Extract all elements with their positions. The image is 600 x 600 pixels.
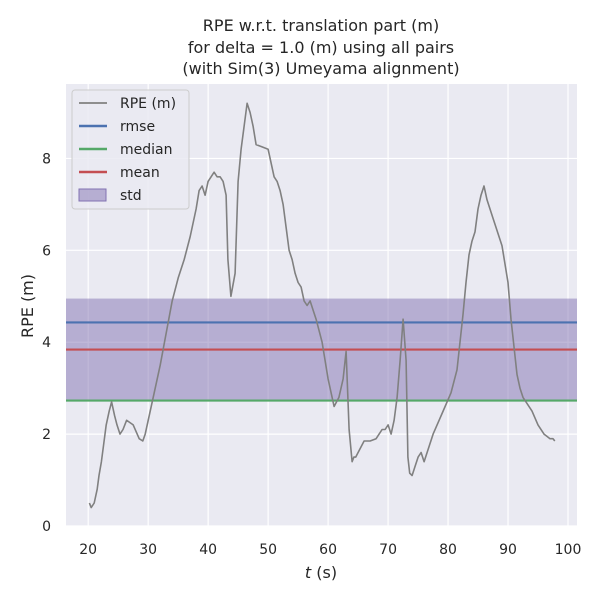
y-tick-label: 0 xyxy=(42,519,51,535)
title-line-1: RPE w.r.t. translation part (m) xyxy=(203,16,439,35)
rpe-series xyxy=(88,102,556,509)
stat-lines xyxy=(66,321,577,402)
x-tick-label: 70 xyxy=(379,542,397,558)
legend-box xyxy=(71,89,190,210)
x-tick-label: 20 xyxy=(79,542,97,558)
legend: RPE (m) rmse median mean std xyxy=(71,89,190,210)
legend-label: std xyxy=(120,188,142,204)
x-tick-label: 90 xyxy=(499,542,517,558)
legend-label: rmse xyxy=(120,119,155,135)
legend-label: median xyxy=(120,142,172,158)
x-tick-label: 50 xyxy=(259,542,277,558)
legend-label: mean xyxy=(120,165,160,181)
x-tick-label: 100 xyxy=(555,542,582,558)
y-tick-label: 2 xyxy=(42,427,51,443)
title-line-2: for delta = 1.0 (m) using all pairs xyxy=(188,38,454,57)
x-tick-label: 60 xyxy=(319,542,337,558)
y-tick-label: 8 xyxy=(42,151,51,167)
x-axis-label-unit: (s) xyxy=(311,563,337,582)
x-axis-label-var: t xyxy=(305,563,312,582)
legend-swatch-std xyxy=(78,188,107,202)
y-tick-label: 4 xyxy=(42,335,51,351)
x-tick-label: 30 xyxy=(139,542,157,558)
y-axis-label: RPE (m) xyxy=(18,274,37,338)
title-line-3: (with Sim(3) Umeyama alignment) xyxy=(182,59,459,78)
y-tick-label: 6 xyxy=(42,243,51,259)
y-axis-ticks: 0 2 4 6 8 xyxy=(42,151,51,535)
x-tick-label: 80 xyxy=(439,542,457,558)
legend-label: RPE (m) xyxy=(120,96,176,112)
rpe-line xyxy=(88,102,556,509)
chart-title: RPE w.r.t. translation part (m) for delt… xyxy=(182,16,459,78)
x-axis-ticks: 20 30 40 50 60 70 80 90 100 xyxy=(79,542,581,558)
x-tick-label: 40 xyxy=(199,542,217,558)
x-axis-label: t (s) xyxy=(305,563,337,582)
